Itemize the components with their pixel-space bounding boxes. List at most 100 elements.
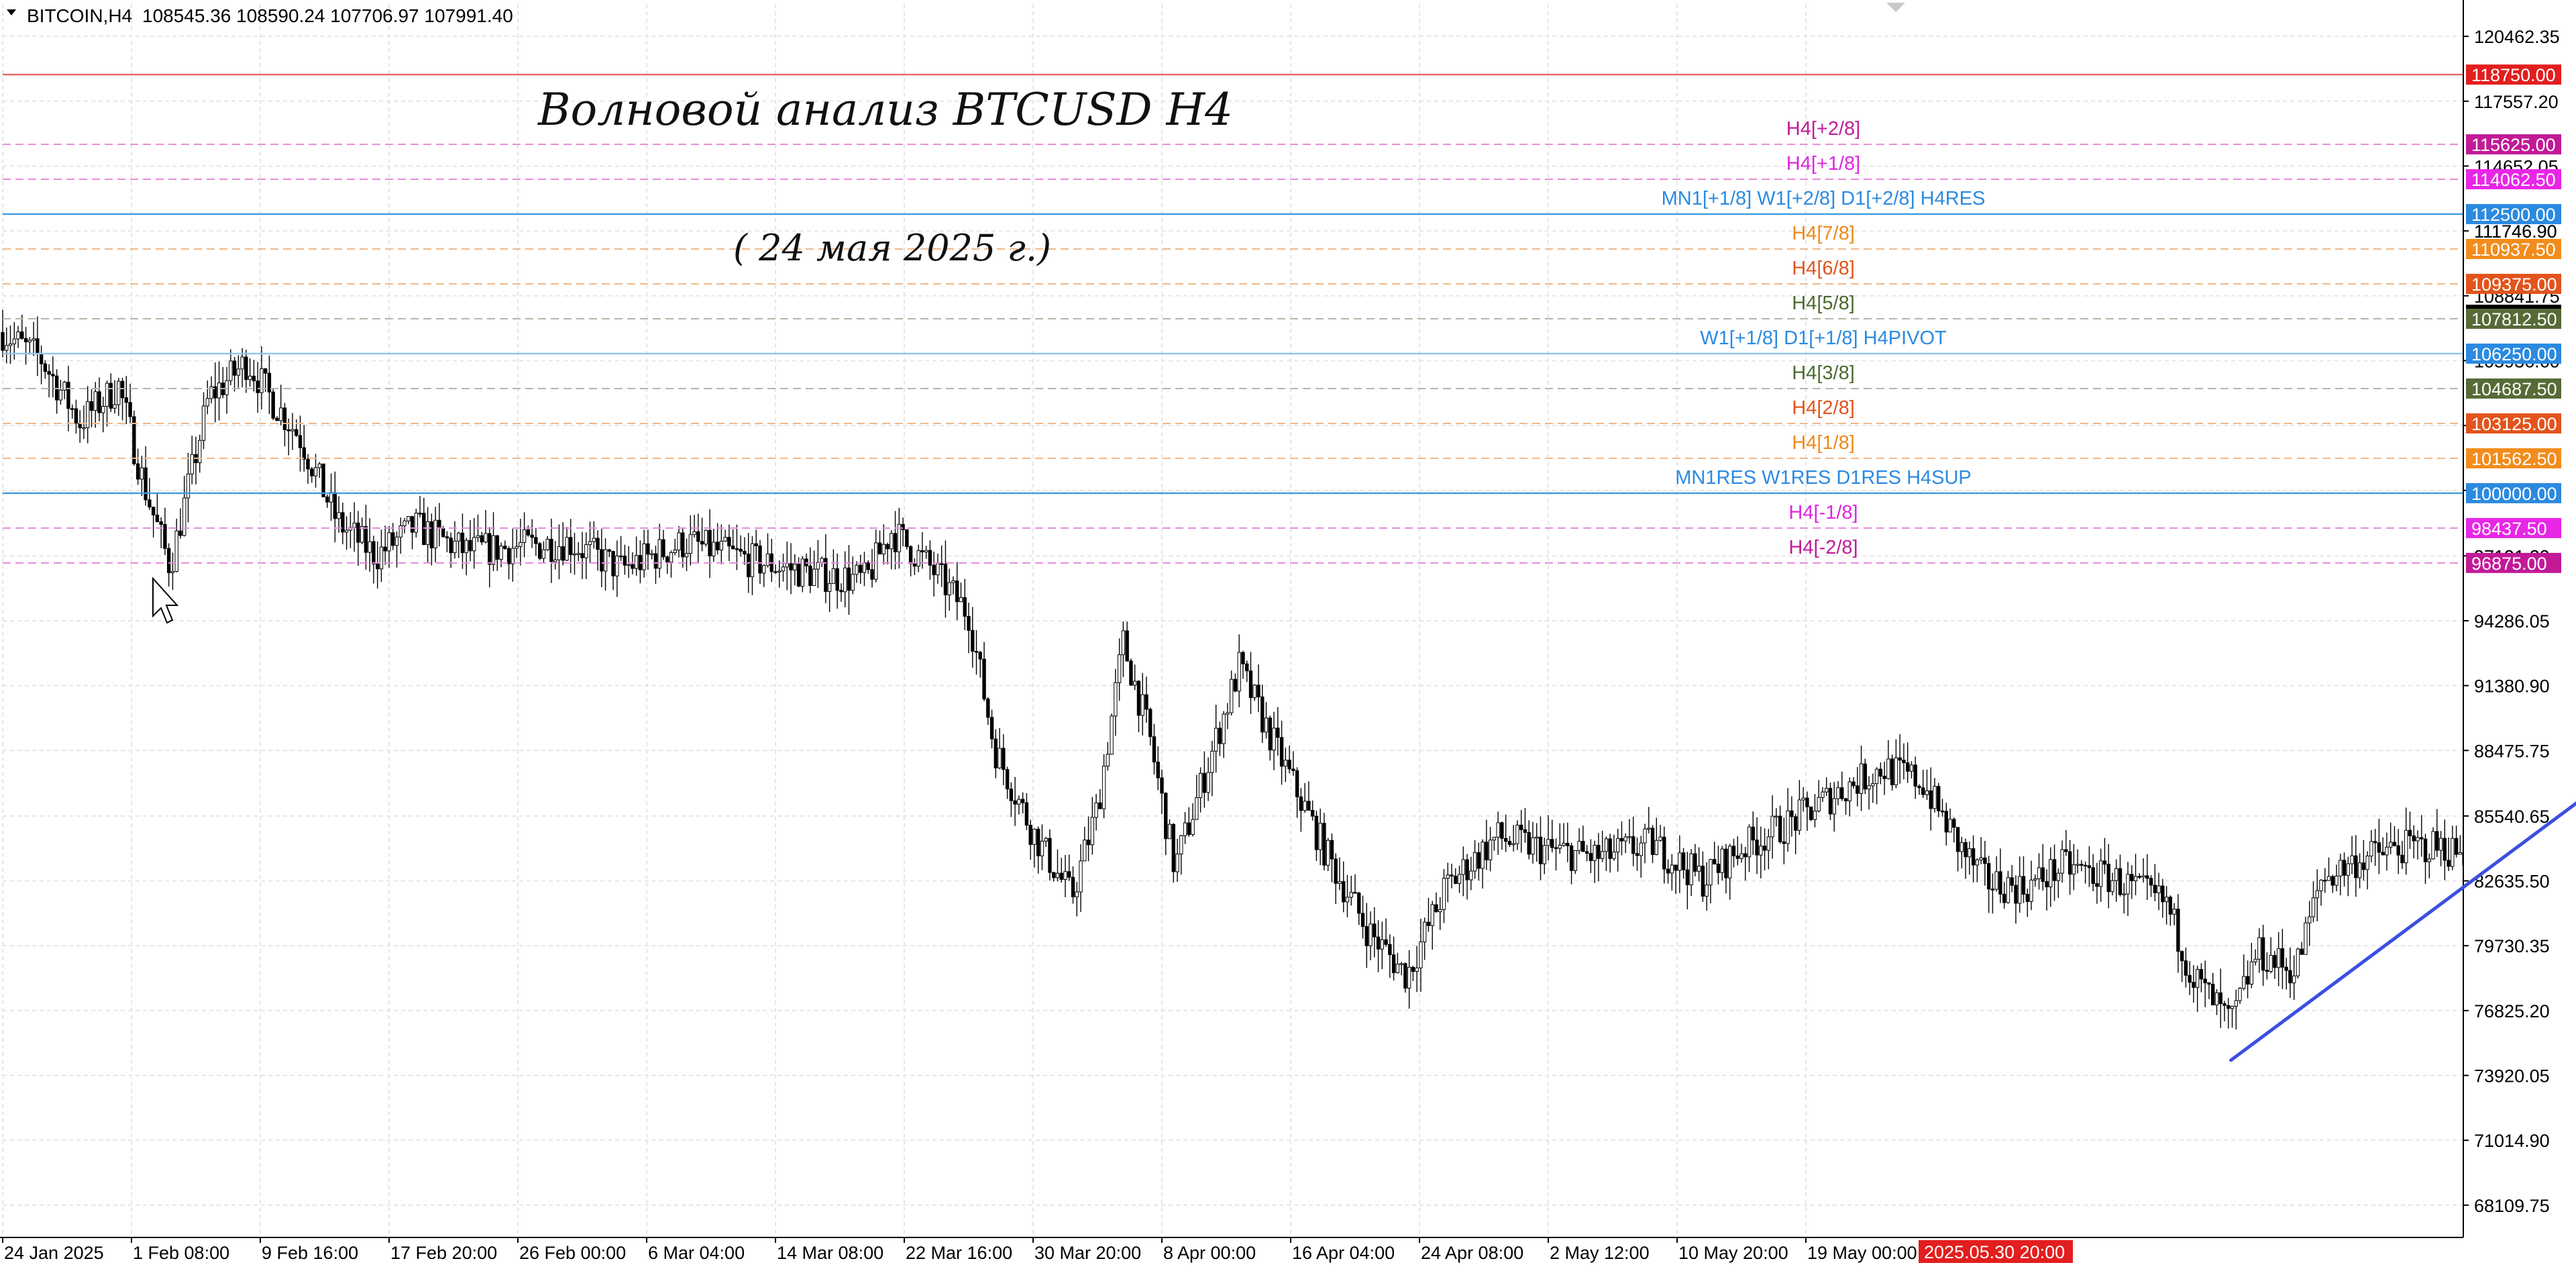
candle	[1569, 845, 1574, 871]
chart-title-annotation[interactable]: Волновой анализ BTCUSD H4	[537, 84, 1233, 136]
candle	[1859, 763, 1864, 794]
candle	[2249, 961, 2254, 985]
candle	[1762, 846, 1767, 851]
candle	[2346, 863, 2351, 876]
candle	[229, 360, 233, 381]
candle	[1144, 694, 1148, 710]
candle	[1654, 840, 1658, 856]
candle	[1890, 758, 1894, 786]
candle	[1279, 737, 1284, 767]
candle	[1110, 715, 1114, 755]
candle	[561, 546, 565, 561]
candle	[673, 550, 677, 553]
candle	[368, 541, 372, 553]
candle	[1044, 837, 1048, 842]
candle	[1964, 842, 1968, 858]
candle	[1786, 810, 1790, 844]
candle	[298, 435, 303, 448]
candle	[1878, 768, 1883, 777]
x-tick-label: 10 May 20:00	[1678, 1243, 1788, 1263]
candle	[1983, 857, 1987, 864]
candle	[460, 532, 465, 554]
level-label: H4[6/8]	[1792, 258, 1855, 279]
y-tick-label: 79730.35	[2474, 936, 2550, 956]
candle	[1720, 848, 1724, 873]
candle	[1863, 763, 1868, 790]
candle	[163, 523, 167, 549]
candle	[1809, 806, 1813, 820]
candle	[182, 497, 186, 536]
candle	[2296, 948, 2300, 976]
candle	[1902, 760, 1906, 764]
candle	[117, 380, 121, 405]
candle	[1743, 853, 1748, 858]
candle	[1770, 815, 1774, 837]
candle	[321, 463, 325, 497]
candle	[43, 363, 48, 372]
candle	[1214, 727, 1218, 752]
candle	[2280, 948, 2285, 968]
level-tag-label: 114062.50	[2471, 170, 2556, 190]
candle	[1662, 836, 1666, 870]
shift-marker-icon[interactable]	[1886, 3, 1905, 12]
candle	[2149, 878, 2153, 886]
trendline[interactable]	[2229, 519, 2576, 1062]
candle	[306, 458, 310, 470]
candle	[2072, 864, 2076, 875]
candle	[1615, 837, 1620, 853]
candle	[1353, 892, 1357, 894]
candle	[642, 543, 646, 570]
candle	[344, 529, 349, 533]
candle	[2443, 837, 2447, 861]
candle	[1160, 777, 1164, 794]
candle	[1739, 853, 1743, 859]
candle	[2385, 846, 2389, 856]
candle	[1960, 842, 1964, 852]
candle	[425, 521, 430, 546]
candle	[1376, 936, 1381, 950]
candle	[1222, 713, 1226, 744]
candle	[1024, 802, 1029, 826]
candle	[936, 563, 940, 576]
candle	[1164, 793, 1168, 840]
candle	[1678, 852, 1682, 871]
level-tag	[2466, 239, 2561, 260]
candle	[2153, 884, 2157, 893]
candle	[576, 553, 580, 555]
candle	[2447, 860, 2451, 867]
candle	[2357, 862, 2362, 878]
candle	[743, 550, 747, 555]
candle	[1175, 854, 1179, 872]
candle	[1535, 836, 1539, 839]
candle	[2458, 852, 2463, 855]
candle	[495, 535, 499, 560]
candle	[1094, 802, 1098, 818]
candle	[379, 546, 384, 570]
candle	[445, 536, 449, 539]
candle	[1252, 684, 1256, 699]
candle	[1179, 835, 1183, 855]
candle	[1403, 963, 1407, 989]
candle	[519, 542, 523, 547]
candle	[2234, 1000, 2238, 1007]
candle	[2114, 868, 2118, 881]
dropdown-triangle-icon[interactable]	[7, 9, 16, 15]
candle	[1693, 853, 1697, 872]
candle	[881, 544, 885, 555]
candle	[1986, 863, 1991, 890]
candle	[1562, 843, 1566, 846]
candle	[1604, 838, 1609, 852]
candle	[777, 570, 782, 572]
candle	[491, 535, 496, 565]
candle	[692, 531, 696, 536]
candle	[402, 520, 407, 527]
candle	[32, 338, 36, 341]
candle	[352, 522, 356, 528]
candle	[1202, 772, 1207, 793]
date-annotation[interactable]: ( 24 мая 2025 г.)	[733, 227, 1051, 269]
candle	[939, 563, 944, 565]
candle	[2308, 916, 2312, 923]
candle	[1442, 878, 1446, 910]
